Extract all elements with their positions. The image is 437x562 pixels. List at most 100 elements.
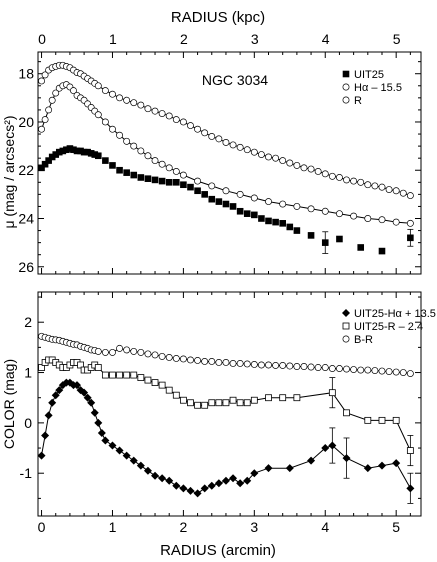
lower-data-point: [350, 366, 358, 373]
upper-data-point: [180, 181, 187, 189]
lower-data-point: [229, 474, 238, 483]
upper-data-point: [94, 152, 102, 160]
lower-data-point: [406, 370, 414, 377]
upper-data-point: [194, 125, 202, 133]
upper-data-point: [137, 101, 145, 109]
upper-data-point: [279, 200, 287, 208]
upper-data-point: [407, 234, 414, 242]
upper-data-point: [173, 179, 180, 186]
lower-data-point: [194, 357, 202, 364]
upper-data-point: [55, 148, 63, 156]
lower-data-point: [236, 479, 245, 488]
upper-panel: NGC 3034 μ (mag / arcsecs²) 0 1 2 3 4 5 18 20 22…: [1, 31, 422, 275]
upper-y-tick-label: 24: [18, 211, 34, 227]
lower-series-2: [38, 332, 414, 377]
lower-legend-label: UIT25-R – 2.4: [354, 321, 423, 333]
upper-data-point: [151, 107, 159, 115]
upper-data-point: [38, 77, 45, 85]
upper-data-point: [321, 207, 329, 215]
upper-data-point: [208, 195, 216, 203]
lower-data-point: [193, 489, 202, 498]
upper-data-point: [84, 148, 91, 156]
lower-data-point: [80, 388, 89, 397]
upper-data-point: [38, 164, 45, 172]
lower-data-point: [314, 364, 322, 371]
lower-data-point: [392, 368, 400, 376]
upper-data-point: [137, 147, 145, 155]
upper-data-point: [257, 151, 265, 159]
upper-data-point: [307, 165, 315, 173]
lower-data-point: [236, 360, 244, 367]
lower-plot-frame: [37, 291, 422, 517]
upper-data-point: [116, 131, 124, 139]
upper-data-point: [179, 118, 187, 126]
upper-data-point: [151, 157, 159, 165]
lower-data-point: [357, 366, 365, 374]
upper-data-point: [179, 171, 187, 179]
upper-data-point: [250, 148, 258, 156]
lower-data-point: [307, 456, 316, 465]
lower-data-point: [172, 391, 180, 399]
lower-data-point: [51, 391, 60, 400]
upper-data-point: [307, 232, 315, 239]
lower-data-point: [257, 361, 265, 369]
lower-data-point: [38, 364, 45, 371]
upper-mark-layer: [38, 61, 414, 255]
upper-tick-layer: 0 1 2 3 4 5 18 20 22 24 26: [18, 31, 421, 275]
lower-data-point: [215, 359, 223, 366]
upper-data-point: [158, 110, 166, 117]
upper-data-point: [364, 215, 372, 222]
lower-data-point: [158, 381, 166, 389]
upper-data-point: [229, 141, 237, 149]
lower-data-point: [123, 346, 131, 354]
upper-data-point: [208, 133, 216, 140]
upper-data-point: [336, 235, 343, 243]
lower-data-point: [137, 374, 145, 381]
upper-data-point: [293, 161, 301, 169]
upper-data-point: [109, 162, 116, 169]
upper-data-point: [87, 150, 95, 157]
lower-data-point: [208, 399, 216, 407]
lower-data-point: [101, 436, 110, 445]
upper-data-point: [158, 177, 166, 185]
upper-data-point: [123, 96, 131, 104]
lower-data-point: [279, 362, 287, 369]
lower-data-point: [179, 484, 188, 493]
lower-data-point: [272, 362, 280, 369]
upper-data-point: [70, 87, 77, 95]
upper-data-point: [250, 194, 258, 202]
lower-data-point: [343, 409, 350, 417]
upper-data-point: [279, 220, 286, 227]
upper-legend-marker: [342, 70, 350, 78]
upper-plot-frame: [37, 51, 422, 275]
lower-data-point: [194, 401, 201, 409]
upper-data-point: [45, 157, 52, 164]
lower-y-axis-title: COLOR (mag): [1, 359, 17, 449]
upper-data-point: [201, 191, 208, 198]
upper-y-tick-label: 18: [18, 66, 34, 82]
upper-legend-marker: [342, 83, 350, 91]
lower-data-point: [123, 371, 131, 379]
upper-y-axis-title: μ (mag / arcsecs²): [1, 115, 17, 228]
upper-data-point: [208, 182, 216, 190]
upper-data-point: [236, 190, 244, 198]
lower-y-tick-label: 0: [24, 415, 32, 431]
lower-data-point: [143, 466, 152, 475]
lower-data-point: [55, 386, 64, 395]
top-axis-tick-label: 4: [322, 31, 330, 47]
lower-data-point: [94, 347, 102, 355]
lower-data-point: [41, 431, 50, 440]
lower-data-point: [250, 396, 258, 404]
lower-data-point: [222, 359, 230, 366]
upper-data-point: [41, 71, 49, 79]
upper-data-point: [265, 217, 272, 225]
lower-y-tick-label: 2: [24, 314, 32, 330]
upper-data-point: [201, 129, 209, 137]
upper-data-point: [215, 198, 223, 205]
lower-data-point: [378, 367, 386, 375]
upper-data-point: [286, 223, 294, 231]
upper-data-point: [222, 200, 230, 208]
lower-data-point: [44, 411, 53, 420]
lower-data-point: [130, 347, 138, 355]
